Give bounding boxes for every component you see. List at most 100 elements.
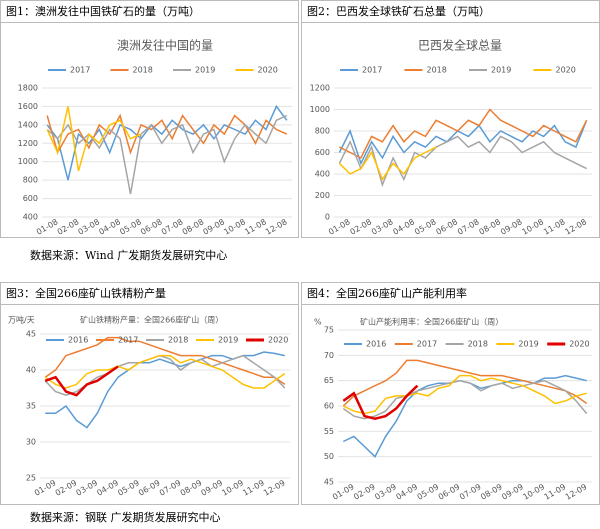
y-tick-label: 200 bbox=[315, 191, 330, 200]
y-tick-label: 1800 bbox=[18, 84, 38, 93]
x-tick-label: 02-08 bbox=[56, 217, 81, 236]
legend-label: 2020 bbox=[258, 66, 278, 75]
y-tick-label: 30 bbox=[26, 438, 36, 447]
x-tick-label: 03-09 bbox=[373, 482, 398, 501]
panel-border bbox=[0, 0, 299, 238]
y-tick-label: 1000 bbox=[310, 105, 330, 114]
x-tick-label: 01-09 bbox=[33, 478, 58, 497]
figure-header: 图2：巴西发全球铁矿石总量（万吨） bbox=[307, 4, 490, 18]
x-tick-label: 02-09 bbox=[352, 482, 377, 501]
y-tick-label: 400 bbox=[23, 213, 38, 222]
y-tick-label: 40 bbox=[26, 366, 36, 375]
chart-title: 矿山铁精粉产量：全国266座矿山（周） bbox=[80, 315, 223, 325]
x-tick-label: 07-09 bbox=[158, 478, 183, 497]
source-note: 数据来源：钢联 广发期货发展研究中心 bbox=[30, 510, 221, 524]
x-tick-label: 01-08 bbox=[327, 217, 352, 236]
legend-label: 2018 bbox=[133, 66, 153, 75]
y-tick-label: 1200 bbox=[310, 84, 330, 93]
x-tick-label: 10-09 bbox=[220, 478, 245, 497]
x-tick-label: 12-09 bbox=[564, 482, 589, 501]
x-tick-label: 07-09 bbox=[458, 482, 483, 501]
legend-label: 2018 bbox=[168, 336, 188, 345]
data-line bbox=[338, 135, 587, 188]
data-line bbox=[44, 365, 119, 397]
x-tick-label: 09-08 bbox=[202, 217, 227, 236]
x-tick-label: 07-08 bbox=[160, 217, 185, 236]
x-tick-label: 05-08 bbox=[118, 217, 143, 236]
legend-label: 2016 bbox=[68, 336, 88, 345]
y-tick-label: 400 bbox=[315, 170, 330, 179]
x-tick-label: 05-08 bbox=[413, 217, 438, 236]
x-tick-label: 11-08 bbox=[243, 217, 268, 236]
data-line bbox=[44, 336, 286, 386]
x-tick-label: 05-09 bbox=[116, 478, 141, 497]
y-tick-label: 45 bbox=[26, 330, 36, 339]
panel-border bbox=[301, 0, 600, 238]
data-line bbox=[342, 359, 588, 407]
legend-label: 2017 bbox=[70, 66, 90, 75]
y-axis-label: % bbox=[314, 318, 322, 327]
data-line bbox=[342, 374, 587, 415]
y-tick-label: 50 bbox=[324, 452, 334, 461]
x-tick-label: 11-08 bbox=[542, 217, 567, 236]
y-tick-label: 65 bbox=[324, 376, 334, 385]
legend-label: 2020 bbox=[268, 336, 288, 345]
data-line bbox=[338, 120, 588, 166]
x-tick-label: 04-09 bbox=[95, 478, 120, 497]
data-line bbox=[46, 106, 142, 172]
x-tick-label: 05-09 bbox=[416, 482, 441, 501]
x-tick-label: 03-08 bbox=[77, 217, 102, 236]
x-tick-label: 06-09 bbox=[437, 482, 462, 501]
y-tick-label: 60 bbox=[324, 402, 334, 411]
legend-label: 2020 bbox=[556, 66, 576, 75]
x-tick-label: 10-09 bbox=[521, 482, 546, 501]
y-tick-label: 35 bbox=[26, 402, 36, 411]
x-tick-label: 01-08 bbox=[35, 217, 60, 236]
x-tick-label: 02-08 bbox=[349, 217, 374, 236]
chart-title: 矿山产能利用率：全国266座矿山（周） bbox=[360, 317, 503, 327]
y-tick-label: 1600 bbox=[18, 102, 38, 111]
x-tick-label: 08-09 bbox=[179, 478, 204, 497]
legend-label: 2019 bbox=[491, 66, 511, 75]
legend-label: 2017 bbox=[362, 66, 382, 75]
legend-label: 2019 bbox=[518, 340, 538, 349]
data-line bbox=[338, 146, 437, 182]
x-tick-label: 12-08 bbox=[264, 217, 289, 236]
y-tick-label: 1000 bbox=[18, 157, 38, 166]
y-tick-label: 800 bbox=[23, 176, 38, 185]
chart-title: 巴西发全球总量 bbox=[418, 38, 502, 53]
data-line bbox=[46, 113, 288, 155]
figure-header: 图3：全国266座矿山铁精粉产量 bbox=[6, 286, 166, 300]
y-tick-label: 45 bbox=[324, 478, 334, 487]
y-tick-label: 25 bbox=[26, 474, 36, 483]
legend-label: 2018 bbox=[427, 66, 447, 75]
x-tick-label: 03-09 bbox=[75, 478, 100, 497]
x-tick-label: 03-08 bbox=[370, 217, 395, 236]
legend-label: 2019 bbox=[218, 336, 238, 345]
legend-label: 2016 bbox=[366, 340, 386, 349]
x-tick-label: 10-08 bbox=[222, 217, 247, 236]
y-tick-label: 600 bbox=[315, 148, 330, 157]
x-tick-label: 09-09 bbox=[500, 482, 525, 501]
legend-label: 2017 bbox=[417, 340, 437, 349]
y-tick-label: 600 bbox=[23, 194, 38, 203]
x-tick-label: 08-08 bbox=[478, 217, 503, 236]
data-line bbox=[46, 114, 288, 195]
x-tick-label: 10-08 bbox=[521, 217, 546, 236]
x-tick-label: 12-08 bbox=[564, 217, 589, 236]
y-tick-label: 75 bbox=[324, 326, 334, 335]
x-tick-label: 01-09 bbox=[331, 482, 356, 501]
data-line bbox=[45, 351, 285, 429]
x-tick-label: 09-09 bbox=[200, 478, 225, 497]
x-tick-label: 06-08 bbox=[139, 217, 164, 236]
y-tick-label: 70 bbox=[324, 351, 334, 360]
legend-label: 2019 bbox=[195, 66, 215, 75]
y-tick-label: 1400 bbox=[18, 120, 38, 129]
panel-border bbox=[0, 282, 299, 505]
x-tick-label: 04-08 bbox=[392, 217, 417, 236]
source-note: 数据来源：Wind 广发期货发展研究中心 bbox=[30, 248, 227, 262]
x-tick-label: 07-08 bbox=[456, 217, 481, 236]
x-tick-label: 04-09 bbox=[394, 482, 419, 501]
legend-label: 2020 bbox=[569, 340, 589, 349]
